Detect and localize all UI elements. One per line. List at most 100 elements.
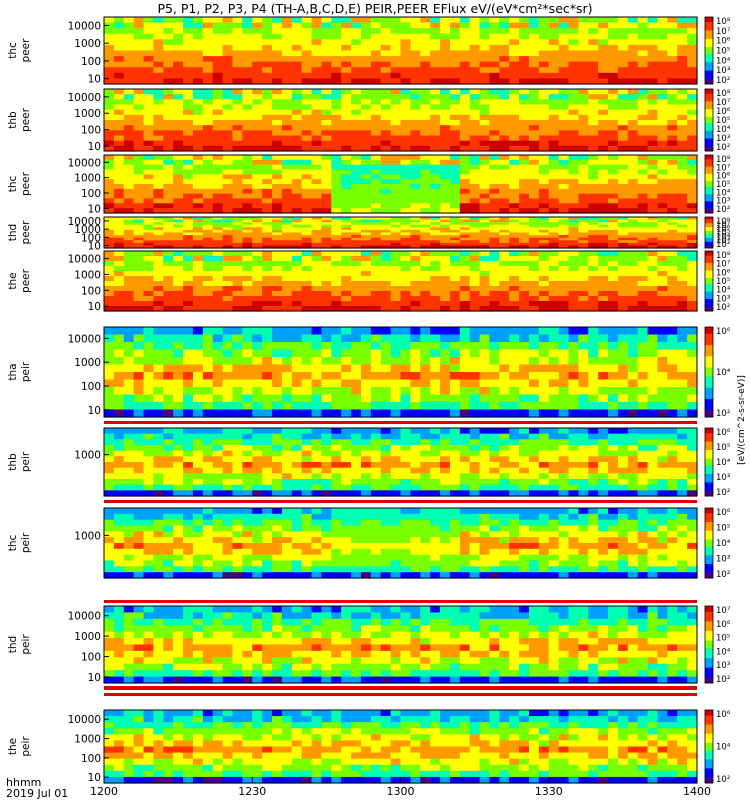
- heat-cell: [192, 462, 204, 469]
- heat-cell: [163, 222, 174, 226]
- heat-cell: [281, 242, 293, 247]
- heat-cell: [272, 232, 283, 236]
- heat-cell: [420, 301, 431, 307]
- heat-cell: [440, 301, 451, 307]
- heat-cell: [202, 240, 214, 244]
- heat-cell: [390, 217, 402, 221]
- heat-cell: [163, 22, 174, 29]
- heat-cell: [390, 17, 402, 24]
- heat-cell: [133, 245, 145, 249]
- heat-cell: [153, 208, 164, 214]
- heat-cell: [410, 28, 421, 35]
- heat-cell: [232, 240, 243, 244]
- heat-cell: [479, 89, 491, 95]
- heat-cell: [390, 342, 402, 351]
- heat-cell: [232, 203, 243, 209]
- heat-cell: [183, 256, 194, 262]
- colorbar-tick-label: 10⁶: [716, 172, 731, 182]
- heat-cell: [262, 379, 273, 388]
- heat-cell: [598, 242, 609, 247]
- heat-cell: [143, 61, 155, 68]
- heat-cell: [281, 94, 293, 100]
- heat-cell: [677, 179, 688, 185]
- colorbar-cell: [705, 240, 713, 242]
- heat-cell: [459, 296, 471, 302]
- heat-cell: [173, 286, 184, 292]
- heat-cell: [509, 130, 520, 137]
- heat-cell: [351, 271, 362, 277]
- heat-cell: [262, 235, 273, 239]
- heat-cell: [272, 198, 283, 204]
- heat-cell: [123, 120, 135, 126]
- heat-cell: [568, 379, 579, 388]
- heat-cell: [440, 184, 451, 190]
- heat-cell: [509, 291, 520, 297]
- heat-cell: [410, 261, 421, 267]
- heat-cell: [104, 125, 115, 131]
- heat-cell: [113, 342, 125, 351]
- heat-cell: [311, 450, 323, 457]
- heat-cell: [183, 261, 194, 267]
- heat-cell: [647, 364, 659, 373]
- heat-cell: [637, 184, 649, 190]
- colorbar-cell: [705, 403, 713, 407]
- heat-cell: [687, 286, 698, 292]
- heat-cell: [489, 33, 500, 40]
- heat-cell: [351, 198, 362, 204]
- heat-cell: [489, 342, 500, 351]
- heat-cell: [163, 224, 174, 228]
- heat-cell: [281, 402, 293, 411]
- heat-cell: [588, 61, 599, 68]
- heat-cell: [232, 28, 243, 35]
- heat-cell: [528, 261, 540, 267]
- heat-cell: [321, 130, 332, 137]
- heat-cell: [637, 174, 649, 180]
- heat-cell: [390, 145, 402, 152]
- heat-cell: [459, 342, 471, 351]
- heat-cell: [153, 39, 164, 46]
- heat-cell: [104, 56, 115, 63]
- heat-cell: [489, 78, 500, 85]
- heat-cell: [469, 72, 481, 80]
- heat-cell: [173, 104, 184, 111]
- heat-cell: [301, 217, 313, 221]
- heat-cell: [390, 240, 402, 244]
- heat-cell: [410, 394, 421, 403]
- heat-cell: [281, 56, 293, 63]
- heat-cell: [321, 222, 332, 226]
- heat-cell: [380, 159, 392, 166]
- heat-cell: [183, 222, 194, 226]
- heat-cell: [321, 193, 332, 200]
- heat-cell: [558, 145, 570, 152]
- heat-cell: [687, 169, 698, 175]
- heat-cell: [123, 256, 135, 262]
- heat-cell: [143, 33, 155, 40]
- heat-cell: [420, 50, 431, 57]
- heat-cell: [104, 169, 115, 175]
- heat-cell: [390, 33, 402, 40]
- heat-cell: [262, 17, 273, 24]
- heat-cell: [183, 219, 194, 223]
- heat-cell: [311, 222, 323, 226]
- heat-cell: [183, 484, 194, 491]
- heat-cell: [341, 372, 352, 381]
- heat-cell: [617, 222, 629, 226]
- heat-cell: [677, 327, 688, 336]
- colorbar-cell: [705, 137, 713, 140]
- heat-cell: [370, 22, 382, 29]
- heat-cell: [637, 261, 649, 267]
- heat-cell: [390, 372, 402, 381]
- heat-cell: [113, 140, 125, 147]
- heat-cell: [578, 229, 589, 234]
- heat-cell: [588, 67, 599, 74]
- heat-cell: [341, 208, 352, 214]
- heat-cell: [153, 327, 164, 336]
- heat-cell: [548, 140, 560, 147]
- heat-cell: [183, 240, 194, 244]
- heat-cell: [528, 394, 540, 403]
- heat-cell: [548, 229, 560, 234]
- heat-cell: [242, 237, 253, 241]
- heat-cell: [301, 357, 313, 366]
- heat-cell: [360, 291, 372, 297]
- heat-cell: [321, 237, 332, 241]
